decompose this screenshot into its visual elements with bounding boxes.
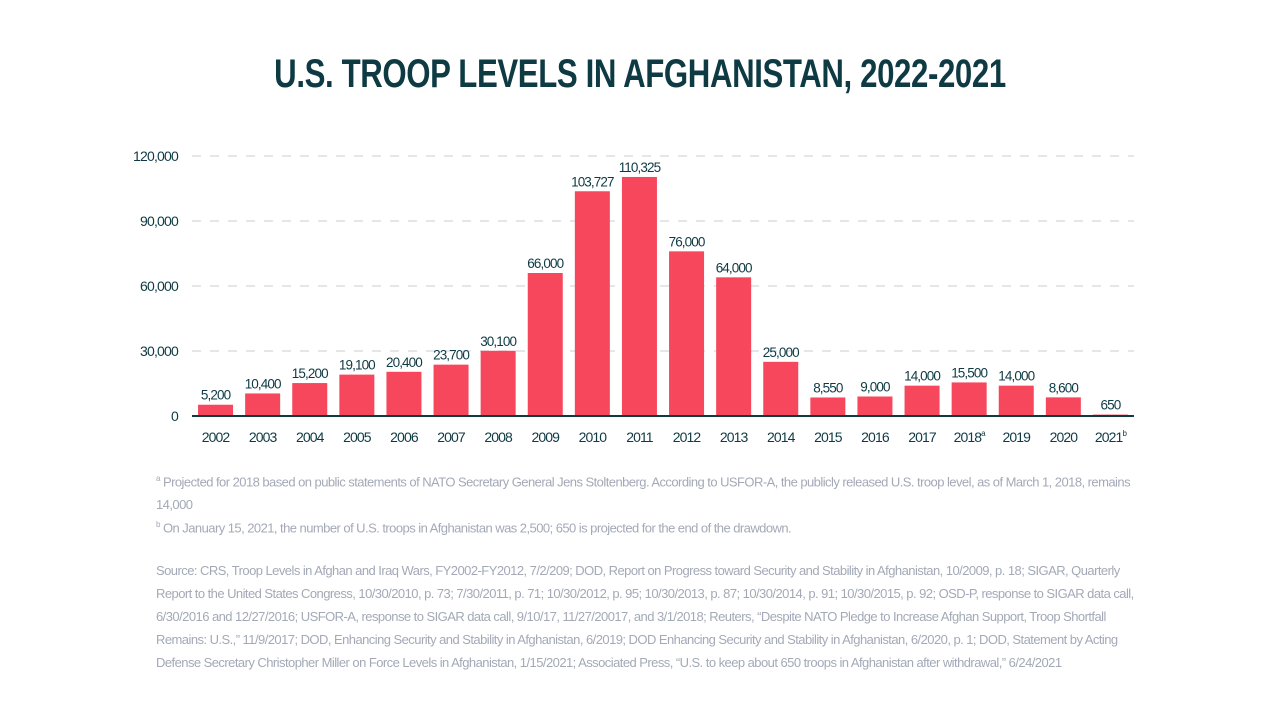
x-tick-label: 2009 — [531, 429, 560, 445]
footnote-a: a Projected for 2018 based on public sta… — [156, 467, 1136, 516]
data-label: 30,100 — [480, 334, 516, 349]
bar — [574, 191, 610, 416]
bar — [810, 397, 846, 416]
bar — [527, 273, 563, 416]
bar — [339, 374, 375, 416]
x-tick-label: 2017 — [908, 429, 937, 445]
bar — [292, 383, 328, 416]
data-label: 15,500 — [951, 365, 987, 380]
x-tick-label: 2011 — [626, 429, 654, 445]
x-tick-label: 2021b — [1095, 429, 1128, 445]
source-note: Source: CRS, Troop Levels in Afghan and … — [156, 563, 1134, 670]
data-label: 110,325 — [619, 160, 661, 175]
footnote-b: b On January 15, 2021, the number of U.S… — [156, 513, 1136, 539]
data-label: 9,000 — [860, 380, 890, 395]
x-tick-label: 2013 — [720, 429, 749, 445]
y-tick-label: 120,000 — [133, 148, 179, 164]
footnote-b-text: On January 15, 2021, the number of U.S. … — [159, 520, 792, 536]
x-tick-label: 2018a — [954, 429, 987, 445]
data-label: 650 — [1101, 398, 1121, 413]
bar — [763, 361, 799, 416]
bar — [1045, 397, 1081, 416]
x-tick-label: 2007 — [437, 429, 466, 445]
y-tick-label: 30,000 — [140, 343, 179, 359]
x-tick-label: 2010 — [579, 429, 608, 445]
x-tick-label: 2020 — [1050, 429, 1079, 445]
x-tick-label: 2014 — [767, 429, 796, 445]
bar — [716, 277, 752, 416]
x-tick-label: 2006 — [390, 429, 419, 445]
data-label: 64,000 — [716, 260, 752, 275]
data-label: 10,400 — [245, 376, 281, 391]
x-tick-label: 2004 — [296, 429, 325, 445]
x-tick-label: 2005 — [343, 429, 372, 445]
x-tick-label: 2016 — [861, 429, 890, 445]
x-tick-label: 2008 — [484, 429, 513, 445]
bar — [998, 385, 1034, 416]
bar — [669, 251, 705, 416]
bar — [198, 404, 234, 416]
data-label: 14,000 — [998, 369, 1034, 384]
data-label: 8,550 — [813, 380, 843, 395]
data-label: 23,700 — [433, 348, 469, 363]
data-label: 66,000 — [527, 256, 563, 271]
bar — [621, 176, 657, 416]
footnote-a-marker: a — [156, 474, 160, 483]
bar — [857, 396, 893, 416]
footnote-b-marker: b — [156, 520, 160, 529]
data-label: 103,727 — [571, 174, 614, 189]
y-tick-label: 90,000 — [140, 213, 179, 229]
bar — [951, 382, 987, 416]
x-tick-label: 2015 — [814, 429, 843, 445]
bar — [433, 364, 469, 416]
data-label: 14,000 — [904, 369, 940, 384]
x-tick-label: 2012 — [673, 429, 702, 445]
y-tick-label: 60,000 — [140, 278, 179, 294]
data-label: 25,000 — [763, 345, 799, 360]
data-label: 8,600 — [1049, 380, 1079, 395]
bar — [386, 371, 422, 416]
bar — [245, 393, 281, 416]
x-tick-label: 2003 — [249, 429, 278, 445]
chart-title: U.S. TROOP LEVELS IN AFGHANISTAN, 2022-2… — [0, 52, 1280, 97]
footnote-a-text: Projected for 2018 based on public state… — [156, 474, 1131, 513]
x-tick-label: 2002 — [202, 429, 231, 445]
chart-title-text: U.S. TROOP LEVELS IN AFGHANISTAN, 2022-2… — [274, 52, 1006, 96]
data-label: 20,400 — [386, 355, 422, 370]
bar-chart: 0 30,000 60,000 90,000 120,000 5,200 2002 10,40… — [133, 148, 1134, 445]
data-label: 19,100 — [339, 358, 375, 373]
x-tick-label: 2019 — [1002, 429, 1031, 445]
data-label: 76,000 — [669, 234, 705, 249]
data-label: 15,200 — [292, 366, 328, 381]
data-label: 5,200 — [201, 388, 231, 403]
bar — [904, 385, 940, 416]
bar — [480, 350, 516, 416]
y-tick-label: 0 — [171, 408, 179, 424]
